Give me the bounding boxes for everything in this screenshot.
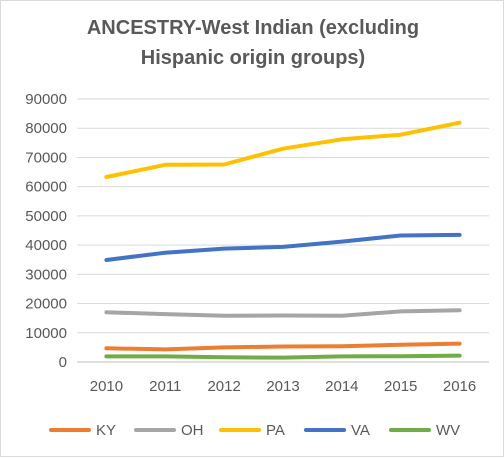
y-tick-label: 40000	[25, 237, 67, 254]
series-line-va	[104, 232, 462, 262]
chart-title: ANCESTRY-West Indian (excluding Hispanic…	[1, 13, 504, 73]
y-tick-label: 0	[59, 354, 67, 371]
x-tick-label: 2011	[149, 378, 181, 395]
series-lines	[104, 120, 462, 360]
x-tick-label: 2015	[384, 378, 417, 395]
x-tick-label: 2016	[443, 378, 476, 395]
y-tick-label: 10000	[25, 325, 67, 342]
legend-label: VA	[351, 422, 370, 439]
series-line-wv	[104, 353, 462, 360]
legend-label: KY	[96, 422, 116, 439]
x-tick-label: 2014	[325, 378, 358, 395]
series-line-oh	[104, 308, 462, 318]
legend-item-pa: PA	[219, 422, 285, 439]
legend-item-wv: WV	[389, 422, 460, 439]
x-tick-label: 2012	[207, 378, 240, 395]
gridlines	[77, 98, 489, 363]
legend-item-va: VA	[304, 422, 370, 439]
legend-label: OH	[181, 422, 204, 439]
legend: KY OH PA VA WV	[49, 422, 460, 439]
series-line-pa	[104, 120, 462, 179]
series-line-ky	[104, 341, 462, 352]
x-axis-ticks: 2010 2011 2012 2013 2014 2015 2016	[90, 378, 477, 395]
legend-label: PA	[266, 422, 285, 439]
legend-item-oh: OH	[134, 422, 204, 439]
chart-title-line-2: Hispanic origin groups)	[140, 47, 366, 69]
y-tick-label: 60000	[25, 179, 67, 196]
legend-item-ky: KY	[49, 422, 116, 439]
y-tick-label: 80000	[25, 120, 67, 137]
x-tick-label: 2013	[266, 378, 299, 395]
y-axis-ticks: 0 10000 20000 30000 40000 50000 60000 70000 8000…	[25, 91, 67, 371]
y-tick-label: 20000	[25, 296, 67, 313]
y-tick-label: 70000	[25, 149, 67, 166]
y-tick-label: 30000	[25, 266, 67, 283]
y-tick-label: 90000	[25, 91, 67, 108]
legend-label: WV	[436, 422, 460, 439]
chart-title-line-1: ANCESTRY-West Indian (excluding	[86, 17, 420, 39]
x-tick-label: 2010	[90, 378, 123, 395]
y-tick-label: 50000	[25, 208, 67, 225]
